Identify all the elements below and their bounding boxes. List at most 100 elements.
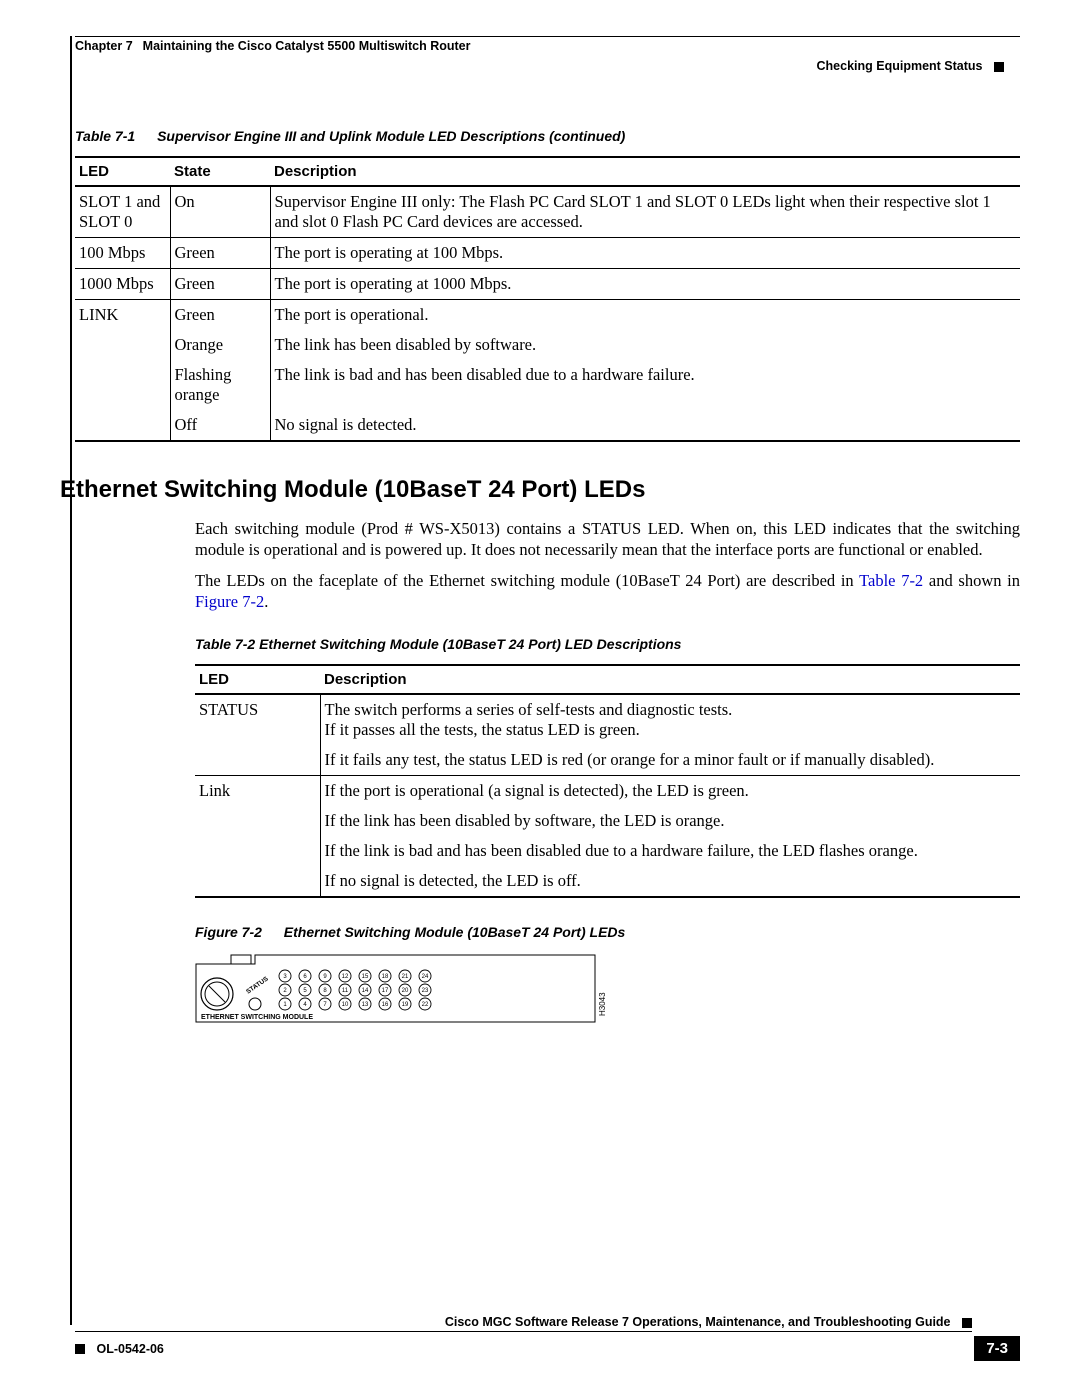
cell: 1000 Mbps bbox=[75, 269, 170, 300]
table-row: Orange The link has been disabled by sof… bbox=[75, 330, 1020, 360]
port-number: 6 bbox=[303, 975, 307, 981]
cell: If the link is bad and has been disabled… bbox=[320, 836, 1020, 866]
port-number: 2 bbox=[283, 989, 287, 995]
table1-header-led: LED bbox=[75, 157, 170, 186]
cell: Orange bbox=[170, 330, 270, 360]
cell: If no signal is detected, the LED is off… bbox=[320, 866, 1020, 897]
text-run: and shown in bbox=[923, 571, 1020, 590]
footer-marker-icon bbox=[962, 1318, 972, 1328]
table1-header-desc: Description bbox=[270, 157, 1020, 186]
cell: 100 Mbps bbox=[75, 238, 170, 269]
table-row: If no signal is detected, the LED is off… bbox=[195, 866, 1020, 897]
table2: LED Description STATUS The switch perfor… bbox=[195, 664, 1020, 898]
cell: The link has been disabled by software. bbox=[270, 330, 1020, 360]
footer-doc-number: OL-0542-06 bbox=[96, 1342, 163, 1356]
cell: If it fails any test, the status LED is … bbox=[320, 745, 1020, 776]
figure-caption: Figure 7-2 Ethernet Switching Module (10… bbox=[195, 924, 1020, 940]
port-number: 24 bbox=[422, 975, 429, 981]
page-footer: Cisco MGC Software Release 7 Operations,… bbox=[60, 1315, 1020, 1361]
change-bar bbox=[70, 36, 72, 1325]
cell: The link is bad and has been disabled du… bbox=[270, 360, 1020, 410]
header-section: Checking Equipment Status bbox=[817, 59, 983, 73]
footer-marker-icon bbox=[75, 1344, 85, 1354]
table-row: 1000 Mbps Green The port is operating at… bbox=[75, 269, 1020, 300]
port-number: 22 bbox=[422, 1003, 429, 1009]
cell: Green bbox=[170, 238, 270, 269]
module-figure: STATUS 369121518212425811141720231471013… bbox=[195, 954, 1020, 1039]
table1-caption: Table 7-1 Supervisor Engine III and Upli… bbox=[75, 128, 1020, 144]
header-chapter-title: Maintaining the Cisco Catalyst 5500 Mult… bbox=[143, 39, 471, 53]
cell: SLOT 1 and SLOT 0 bbox=[75, 186, 170, 238]
footer-guide-title: Cisco MGC Software Release 7 Operations,… bbox=[445, 1315, 951, 1329]
table-row: If the link is bad and has been disabled… bbox=[195, 836, 1020, 866]
cell: The port is operating at 1000 Mbps. bbox=[270, 269, 1020, 300]
port-number: 19 bbox=[402, 1003, 409, 1009]
table-row: SLOT 1 and SLOT 0 On Supervisor Engine I… bbox=[75, 186, 1020, 238]
port-number: 10 bbox=[342, 1003, 349, 1009]
port-number: 11 bbox=[342, 989, 349, 995]
section-heading: Ethernet Switching Module (10BaseT 24 Po… bbox=[60, 476, 1020, 504]
port-number: 18 bbox=[382, 975, 389, 981]
port-number: 20 bbox=[402, 989, 409, 995]
port-number: 5 bbox=[303, 989, 307, 995]
cell: Supervisor Engine III only: The Flash PC… bbox=[270, 186, 1020, 238]
xref-table[interactable]: Table 7-2 bbox=[859, 571, 923, 590]
port-number: 21 bbox=[402, 975, 409, 981]
cell: The port is operating at 100 Mbps. bbox=[270, 238, 1020, 269]
cell: Green bbox=[170, 269, 270, 300]
paragraph: Each switching module (Prod # WS-X5013) … bbox=[195, 518, 1020, 560]
table-row: Link If the port is operational (a signa… bbox=[195, 776, 1020, 807]
table1: LED State Description SLOT 1 and SLOT 0 … bbox=[75, 156, 1020, 442]
cell: The port is operational. bbox=[270, 300, 1020, 331]
status-label: STATUS bbox=[245, 976, 270, 996]
port-number: 4 bbox=[303, 1003, 307, 1009]
port-number: 23 bbox=[422, 989, 429, 995]
port-number: 9 bbox=[323, 975, 327, 981]
table-row: Off No signal is detected. bbox=[75, 410, 1020, 441]
table-row: STATUS The switch performs a series of s… bbox=[195, 694, 1020, 745]
table-row: 100 Mbps Green The port is operating at … bbox=[75, 238, 1020, 269]
port-number: 7 bbox=[323, 1003, 327, 1009]
port-number: 13 bbox=[362, 1003, 369, 1009]
figure-hnum: H3043 bbox=[598, 992, 607, 1016]
port-number: 16 bbox=[382, 1003, 389, 1009]
port-number: 1 bbox=[283, 1003, 287, 1009]
table2-caption: Table 7-2 Ethernet Switching Module (10B… bbox=[195, 636, 1020, 652]
port-number: 3 bbox=[283, 975, 287, 981]
cell: LINK bbox=[75, 300, 170, 331]
cell: If the link has been disabled by softwar… bbox=[320, 806, 1020, 836]
cell: On bbox=[170, 186, 270, 238]
port-number: 17 bbox=[382, 989, 389, 995]
cell bbox=[195, 806, 320, 836]
cell: No signal is detected. bbox=[270, 410, 1020, 441]
cell: Flashing orange bbox=[170, 360, 270, 410]
port-number: 14 bbox=[362, 989, 369, 995]
table2-caption-text: Ethernet Switching Module (10BaseT 24 Po… bbox=[259, 636, 681, 652]
cell: Link bbox=[195, 776, 320, 807]
xref-figure[interactable]: Figure 7-2 bbox=[195, 592, 264, 611]
table-row: If the link has been disabled by softwar… bbox=[195, 806, 1020, 836]
text-run: The LEDs on the faceplate of the Etherne… bbox=[195, 571, 859, 590]
cell: If the port is operational (a signal is … bbox=[320, 776, 1020, 807]
table-row: If it fails any test, the status LED is … bbox=[195, 745, 1020, 776]
page-number-badge: 7-3 bbox=[974, 1336, 1020, 1361]
header-chapter-label: Chapter 7 bbox=[75, 39, 133, 53]
paragraph: The LEDs on the faceplate of the Etherne… bbox=[195, 570, 1020, 612]
table-row: LINK Green The port is operational. bbox=[75, 300, 1020, 331]
module-label: ETHERNET SWITCHING MODULE bbox=[201, 1014, 313, 1021]
table2-header-led: LED bbox=[195, 665, 320, 694]
cell bbox=[75, 330, 170, 360]
cell bbox=[195, 836, 320, 866]
port-number: 15 bbox=[362, 975, 369, 981]
table1-caption-label: Table 7-1 bbox=[75, 128, 135, 144]
cell bbox=[75, 360, 170, 410]
table1-caption-text: Supervisor Engine III and Uplink Module … bbox=[157, 128, 625, 144]
figure-caption-label: Figure 7-2 bbox=[195, 924, 262, 940]
cell: STATUS bbox=[195, 694, 320, 745]
cell: The switch performs a series of self-tes… bbox=[320, 694, 1020, 745]
port-number: 12 bbox=[342, 975, 349, 981]
cell bbox=[195, 866, 320, 897]
cell: Off bbox=[170, 410, 270, 441]
text-run: . bbox=[264, 592, 268, 611]
table1-header-state: State bbox=[170, 157, 270, 186]
